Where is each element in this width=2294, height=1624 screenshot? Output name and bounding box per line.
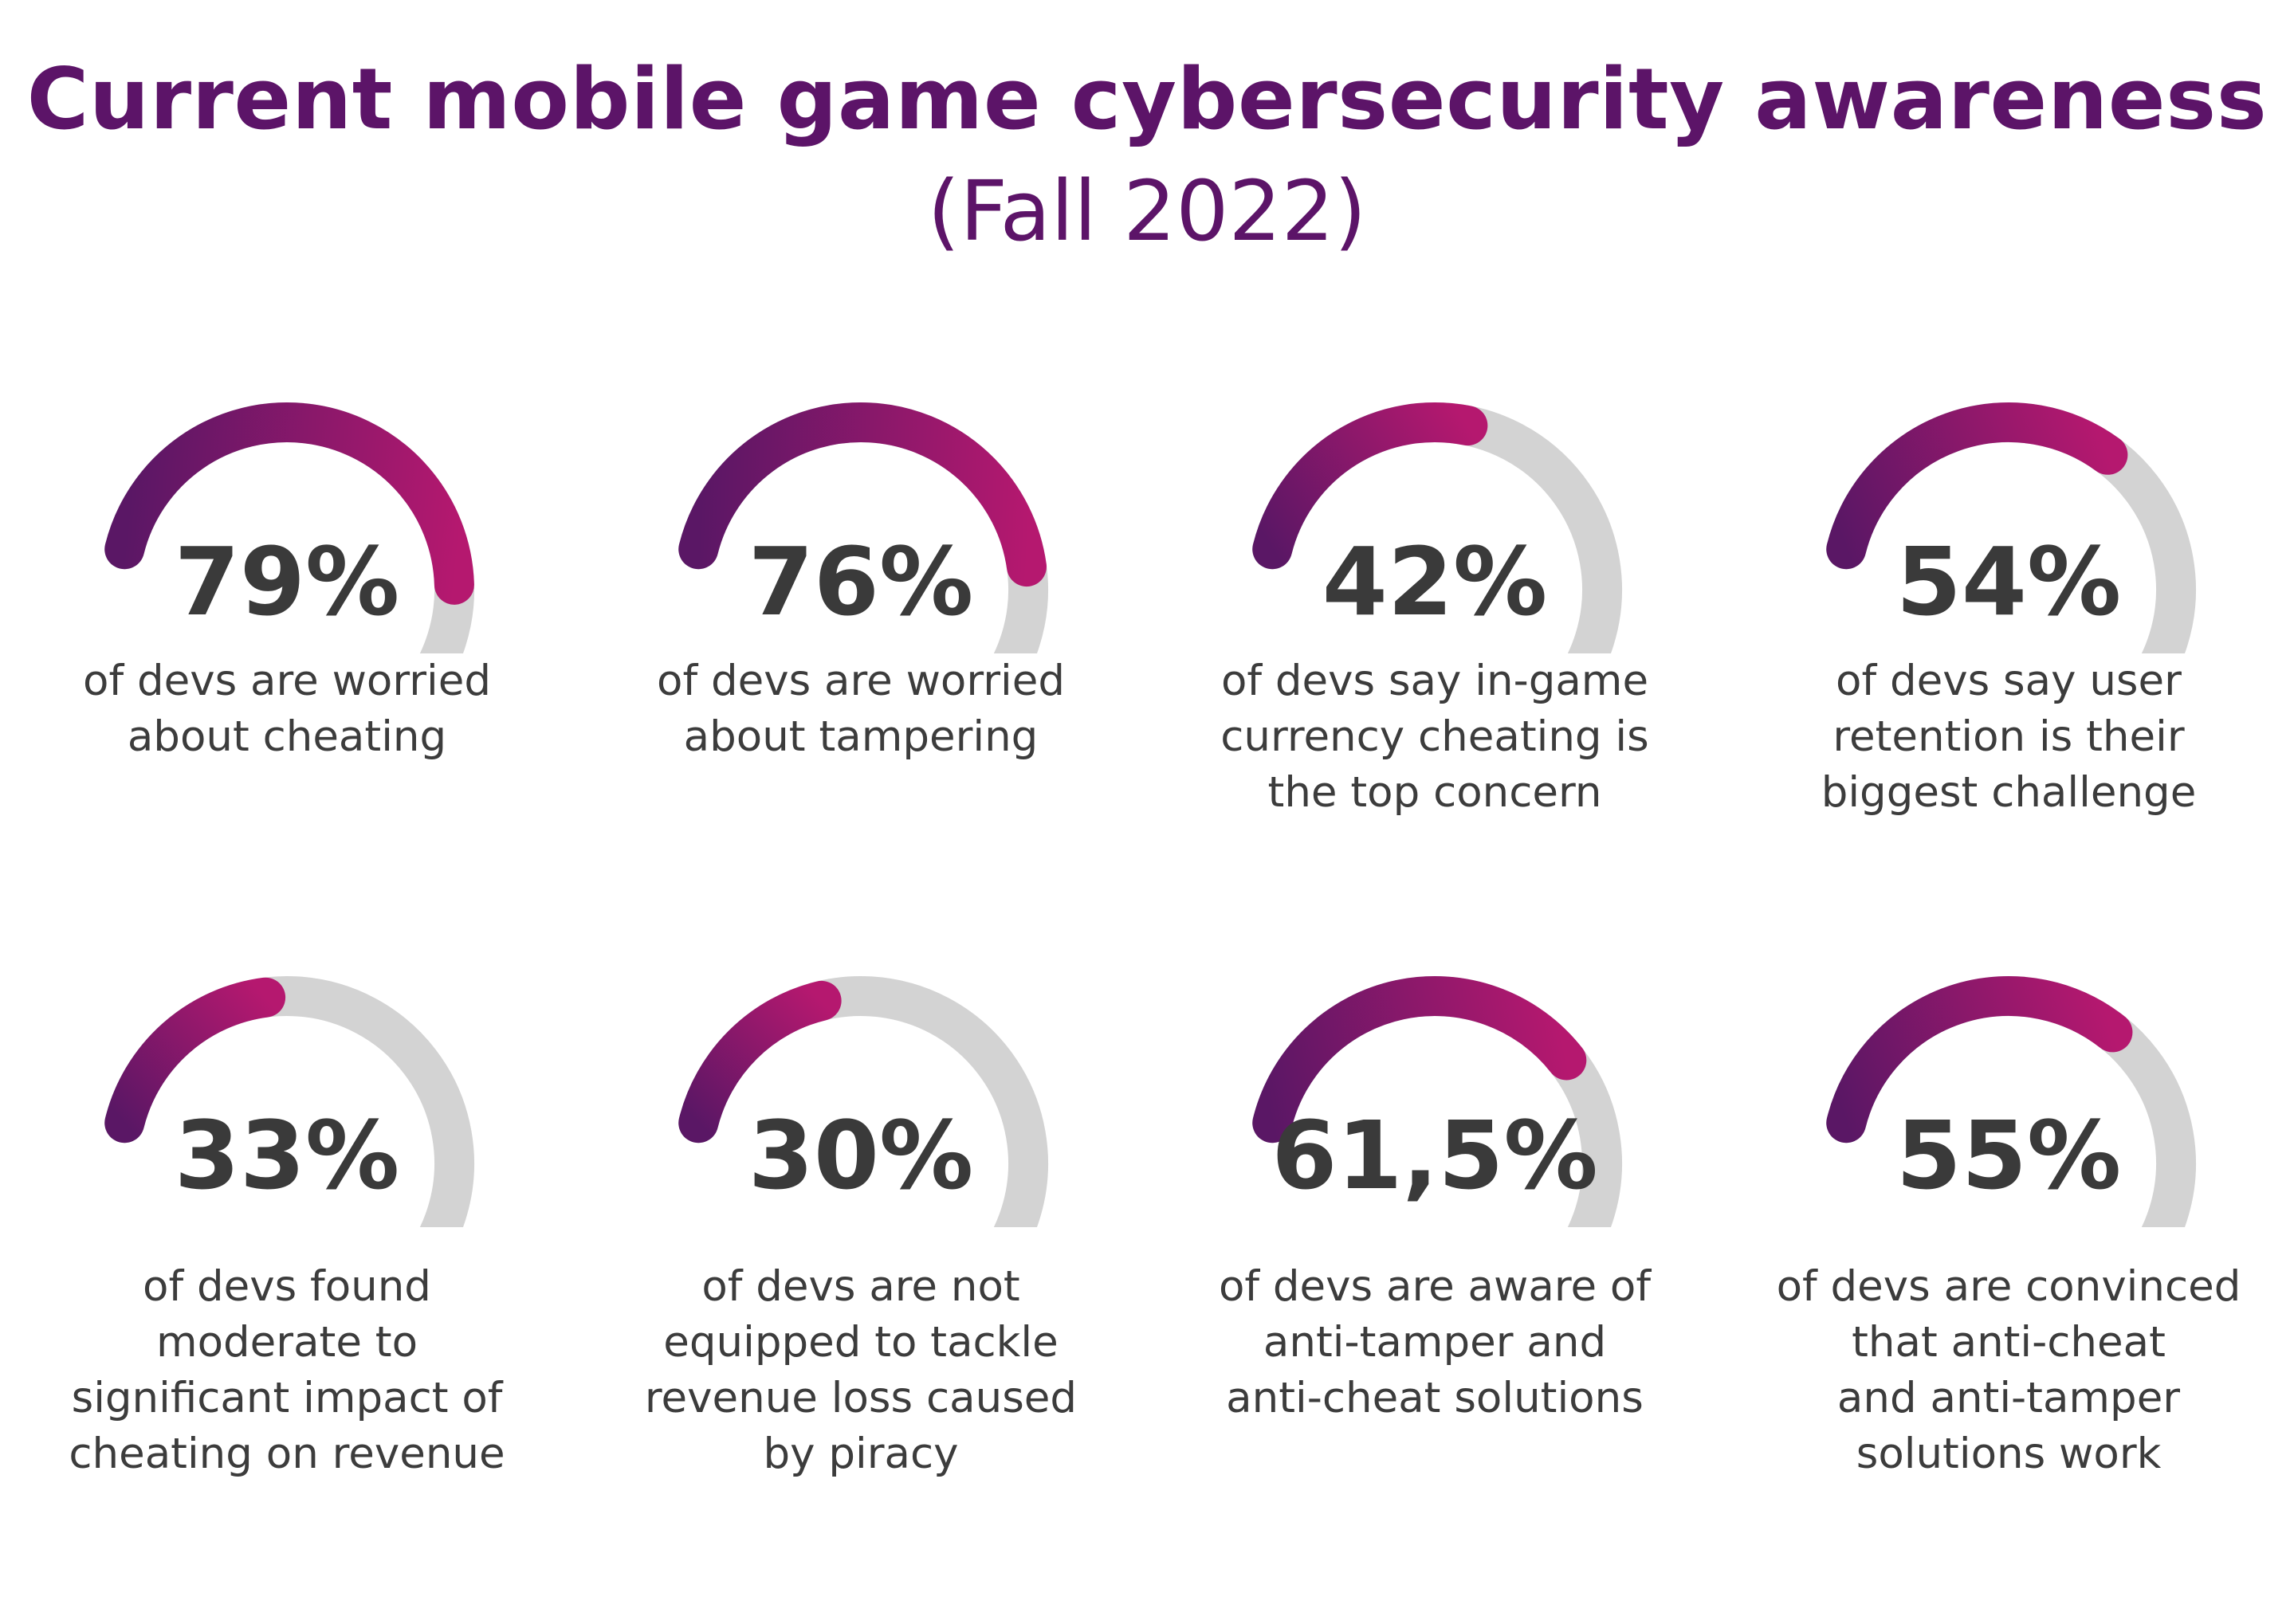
gauge-percent: 61,5%	[1271, 1100, 1598, 1210]
gauge-caption: of devs are worried about cheating	[40, 653, 534, 765]
gauge-arc-svg	[1252, 976, 1622, 1227]
caption-line: of devs say user	[1836, 657, 2182, 705]
caption-line: anti-tamper and	[1263, 1318, 1607, 1367]
gauge-value-arc	[1826, 976, 2133, 1143]
gauge-percent: 42%	[1322, 527, 1548, 637]
caption-line: cheating on revenue	[69, 1430, 505, 1478]
caption-line: of devs are not	[701, 1262, 1020, 1311]
caption-line: of devs are worried	[657, 657, 1065, 705]
caption-line: of devs are worried	[83, 657, 491, 705]
caption-line: of devs are aware of	[1218, 1262, 1652, 1311]
gauge-caption: of devs are aware of anti-tamper and anti-…	[1188, 1259, 1682, 1426]
gauge-caption: of devs found moderate to significant impa…	[40, 1259, 534, 1482]
caption-line: retention is their	[1832, 712, 2185, 761]
gauge-caption: of devs are worried about tampering	[614, 653, 1108, 765]
gauge-percent: 55%	[1895, 1100, 2122, 1210]
gauge-caption: of devs say user retention is their bigges…	[1762, 653, 2256, 821]
caption-line: about cheating	[127, 712, 447, 761]
gauge-arc-svg	[678, 976, 1048, 1227]
caption-line: moderate to	[155, 1318, 418, 1367]
caption-line: anti-cheat solutions	[1226, 1374, 1644, 1422]
caption-line: and anti-tamper	[1836, 1374, 2181, 1422]
gauge-percent: 30%	[748, 1100, 974, 1210]
gauge-value-arc	[104, 977, 286, 1143]
page-title: Current mobile game cybersecurity awaren…	[26, 50, 2268, 148]
gauge-arc-svg	[104, 402, 474, 653]
caption-line: revenue loss caused	[644, 1374, 1078, 1422]
gauge-arc-svg	[678, 402, 1048, 653]
caption-line: significant impact of	[71, 1374, 503, 1422]
page-subtitle: (Fall 2022)	[927, 163, 1367, 260]
gauge-value-arc	[678, 980, 842, 1143]
caption-line: of devs say in-game	[1220, 657, 1649, 705]
caption-line: of devs are convinced	[1776, 1262, 2241, 1311]
caption-line: solutions work	[1856, 1430, 2162, 1478]
gauge-caption: of devs are convinced that anti-cheat and …	[1762, 1259, 2256, 1482]
gauge-value-arc	[1252, 976, 1587, 1143]
gauge-arc-svg	[1826, 976, 2196, 1227]
gauge-percent: 33%	[174, 1100, 400, 1210]
caption-line: currency cheating is	[1220, 712, 1649, 761]
gauge-value-arc	[678, 402, 1047, 587]
caption-line: of devs found	[143, 1262, 431, 1311]
caption-line: by piracy	[763, 1430, 959, 1478]
caption-line: the top concern	[1267, 768, 1602, 817]
caption-line: equipped to tackle	[663, 1318, 1059, 1367]
gauge-percent: 76%	[748, 527, 974, 637]
gauge-arc-svg	[1826, 402, 2196, 653]
gauge-value-arc	[1252, 402, 1488, 570]
caption-line: biggest challenge	[1821, 768, 2197, 817]
gauge-arc-svg	[104, 976, 474, 1227]
gauge-arc-svg	[1252, 402, 1622, 653]
gauge-value-arc	[104, 402, 474, 605]
caption-line: that anti-cheat	[1852, 1318, 2166, 1367]
caption-line: about tampering	[683, 712, 1039, 761]
gauge-percent: 79%	[174, 527, 400, 637]
gauge-value-arc	[1826, 402, 2128, 570]
gauge-percent: 54%	[1895, 527, 2122, 637]
gauge-caption: of devs are not equipped to tackle revenue…	[614, 1259, 1108, 1482]
gauge-caption: of devs say in-game currency cheating is t…	[1188, 653, 1682, 821]
